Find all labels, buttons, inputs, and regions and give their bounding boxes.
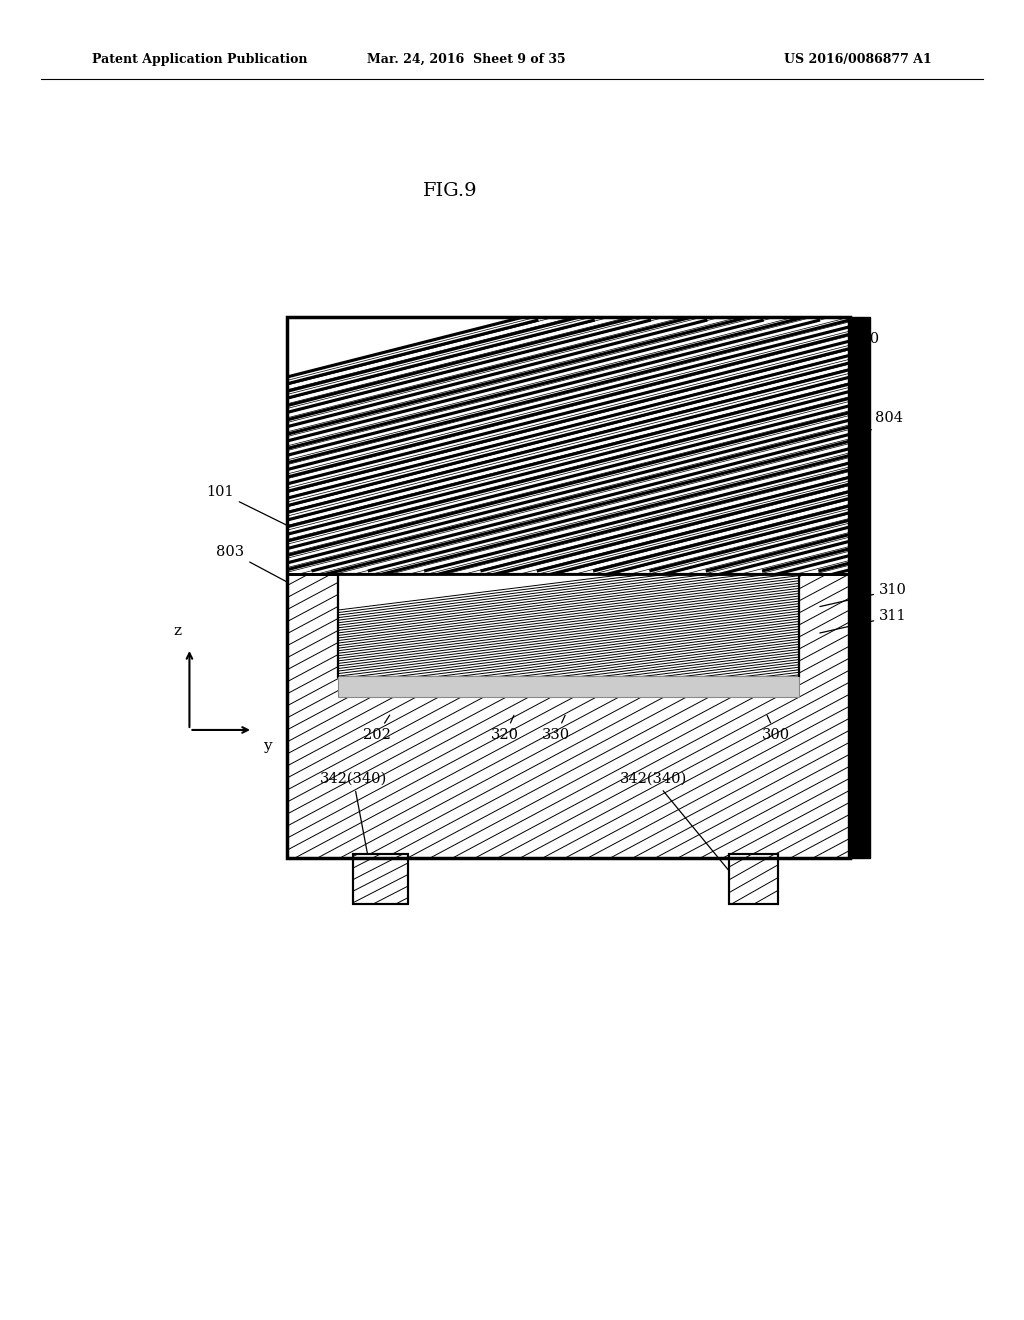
Text: Mar. 24, 2016  Sheet 9 of 35: Mar. 24, 2016 Sheet 9 of 35	[367, 53, 565, 66]
Text: 101: 101	[207, 486, 288, 525]
Text: 804: 804	[870, 412, 903, 430]
Bar	[338, 574, 799, 677]
Bar	[287, 317, 850, 858]
Bar	[729, 854, 778, 904]
Text: 311: 311	[820, 610, 906, 634]
Text: 310: 310	[820, 583, 907, 607]
Bar	[287, 317, 850, 574]
Text: 200: 200	[561, 339, 590, 376]
Text: 342(340): 342(340)	[620, 772, 740, 884]
Bar	[729, 854, 778, 904]
Bar	[338, 574, 799, 677]
Bar	[353, 854, 408, 904]
Bar	[287, 317, 850, 574]
Text: Patent Application Publication: Patent Application Publication	[92, 53, 307, 66]
Text: 211: 211	[371, 339, 423, 378]
Bar	[287, 317, 850, 858]
Bar	[353, 854, 408, 904]
Bar	[848, 317, 870, 858]
Text: 202: 202	[362, 715, 391, 742]
Bar	[353, 854, 408, 904]
Bar	[287, 317, 850, 858]
Text: 800: 800	[851, 333, 880, 359]
Text: 201: 201	[513, 339, 542, 376]
Bar	[338, 574, 799, 677]
Bar	[287, 317, 850, 574]
Text: y: y	[263, 739, 271, 752]
Text: 320: 320	[490, 715, 519, 742]
Bar	[287, 317, 850, 574]
Text: z: z	[173, 623, 181, 638]
Text: 330: 330	[542, 715, 570, 742]
Text: US 2016/0086877 A1: US 2016/0086877 A1	[784, 53, 932, 66]
Text: FIG.9: FIG.9	[423, 182, 478, 201]
Bar	[287, 317, 850, 574]
Bar	[729, 854, 778, 904]
Text: 342(340): 342(340)	[319, 772, 387, 884]
Text: 803: 803	[216, 545, 288, 582]
Text: 300: 300	[762, 715, 791, 742]
Bar	[338, 676, 799, 697]
